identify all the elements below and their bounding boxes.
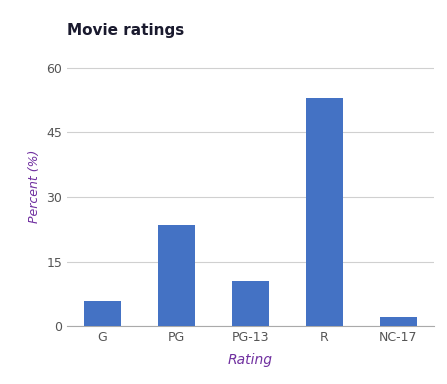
X-axis label: Rating: Rating	[228, 353, 273, 367]
Bar	[232, 281, 269, 326]
Bar	[380, 317, 417, 326]
Bar	[158, 225, 195, 326]
Text: Movie ratings: Movie ratings	[67, 23, 184, 38]
Bar	[84, 301, 121, 326]
Y-axis label: Percent (%): Percent (%)	[28, 149, 41, 223]
Bar	[306, 98, 343, 326]
